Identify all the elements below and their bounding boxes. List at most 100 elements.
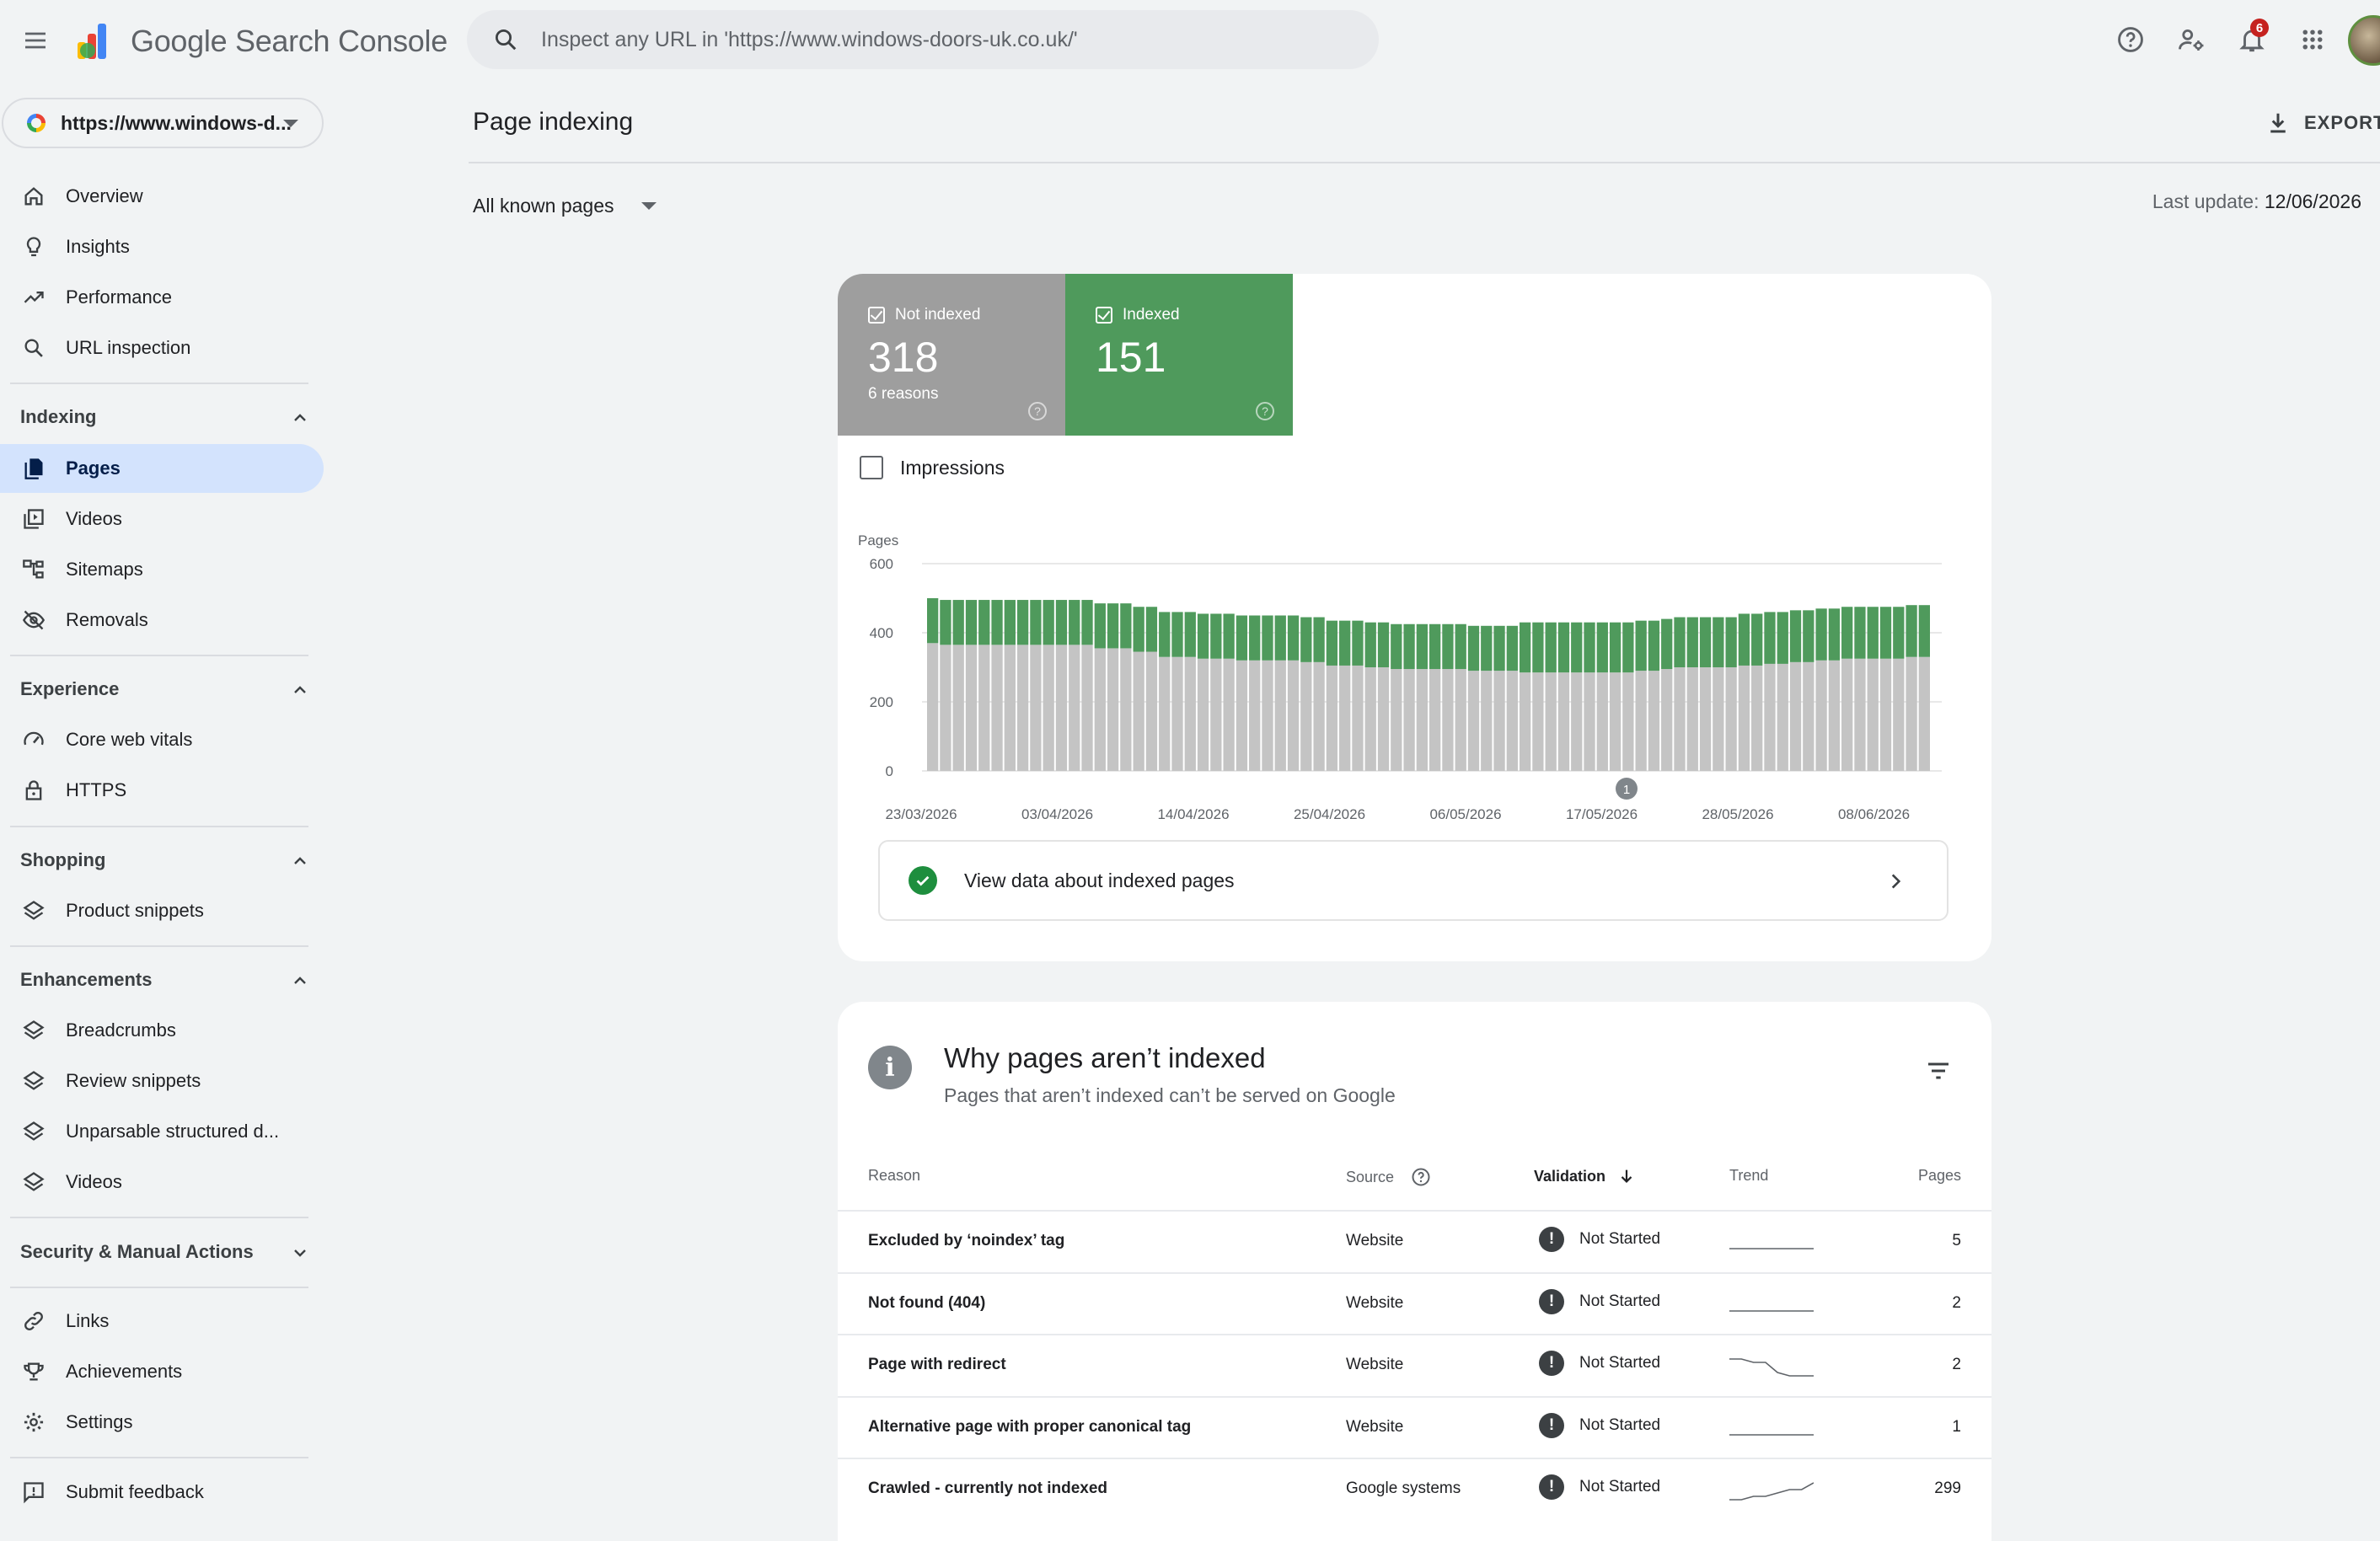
bar-indexed[interactable] — [1481, 625, 1493, 672]
bar-indexed[interactable] — [1069, 600, 1080, 645]
bar-not-indexed[interactable] — [1519, 672, 1531, 771]
bar-not-indexed[interactable] — [1223, 658, 1235, 771]
bar-indexed[interactable] — [1789, 610, 1802, 662]
bar-not-indexed[interactable] — [1145, 651, 1158, 771]
bar-not-indexed[interactable] — [1030, 645, 1042, 771]
bar-not-indexed[interactable] — [1545, 672, 1557, 771]
bar-indexed[interactable] — [1326, 620, 1338, 666]
bar-indexed[interactable] — [1055, 600, 1068, 645]
bar-indexed[interactable] — [1893, 607, 1905, 659]
bar-not-indexed[interactable] — [1906, 656, 1917, 771]
bar-indexed[interactable] — [1403, 623, 1415, 670]
nav-submit-feedback[interactable]: Submit feedback — [0, 1468, 324, 1517]
not-indexed-tile[interactable]: Not indexed 318 6 reasons ? — [838, 274, 1065, 436]
nav-achievements[interactable]: Achievements — [0, 1347, 324, 1396]
help-icon[interactable] — [1411, 1167, 1431, 1187]
section-shopping[interactable]: Shopping — [0, 839, 324, 881]
bar-not-indexed[interactable] — [1313, 661, 1325, 771]
bar-indexed[interactable] — [1120, 603, 1132, 649]
help-icon[interactable]: ? — [1256, 402, 1274, 420]
bar-not-indexed[interactable] — [1481, 671, 1493, 771]
view-indexed-pages-link[interactable]: View data about indexed pages — [878, 840, 1948, 921]
bar-not-indexed[interactable] — [1403, 669, 1415, 771]
impressions-toggle[interactable]: Impressions — [860, 456, 1005, 479]
column-header-pages[interactable]: Pages — [1918, 1167, 1961, 1185]
help-icon[interactable]: ? — [1028, 402, 1047, 420]
nav-videos-enhancement[interactable]: Videos — [0, 1158, 324, 1207]
bar-not-indexed[interactable] — [1854, 658, 1866, 771]
bar-not-indexed[interactable] — [1713, 667, 1724, 771]
nav-settings[interactable]: Settings — [0, 1398, 324, 1447]
bar-not-indexed[interactable] — [1674, 667, 1686, 771]
bar-indexed[interactable] — [1622, 622, 1634, 673]
bar-indexed[interactable] — [1867, 607, 1879, 659]
bar-not-indexed[interactable] — [1081, 645, 1093, 771]
bar-not-indexed[interactable] — [1171, 656, 1183, 771]
bar-indexed[interactable] — [978, 600, 990, 645]
table-row[interactable]: Page with redirect Website! Not Started 2 — [838, 1334, 1991, 1396]
bar-indexed[interactable] — [1596, 622, 1608, 673]
bar-not-indexed[interactable] — [1094, 648, 1106, 771]
bar-indexed[interactable] — [1803, 610, 1814, 662]
nav-performance[interactable]: Performance — [0, 273, 324, 322]
bar-indexed[interactable] — [1751, 613, 1763, 666]
bar-indexed[interactable] — [1313, 617, 1325, 662]
bar-indexed[interactable] — [1738, 613, 1750, 666]
bar-indexed[interactable] — [1377, 622, 1390, 667]
bar-not-indexed[interactable] — [1596, 672, 1608, 771]
bar-not-indexed[interactable] — [1879, 658, 1892, 771]
bar-indexed[interactable] — [1197, 613, 1209, 659]
bar-not-indexed[interactable] — [1622, 672, 1634, 771]
bar-not-indexed[interactable] — [927, 643, 939, 771]
bar-indexed[interactable] — [1661, 618, 1673, 670]
account-avatar[interactable] — [2348, 15, 2380, 66]
bar-indexed[interactable] — [1725, 617, 1737, 667]
section-indexing[interactable]: Indexing — [0, 396, 324, 438]
nav-videos[interactable]: Videos — [0, 495, 324, 543]
bar-indexed[interactable] — [1545, 622, 1557, 673]
section-security-manual-actions[interactable]: Security & Manual Actions — [0, 1231, 324, 1273]
nav-overview[interactable]: Overview — [0, 172, 324, 221]
bar-indexed[interactable] — [1571, 622, 1583, 673]
bar-not-indexed[interactable] — [1249, 660, 1261, 771]
bar-not-indexed[interactable] — [1506, 671, 1518, 771]
bar-indexed[interactable] — [1906, 605, 1917, 657]
nav-sitemaps[interactable]: Sitemaps — [0, 545, 324, 594]
bar-indexed[interactable] — [1674, 617, 1686, 667]
bar-not-indexed[interactable] — [1648, 671, 1660, 771]
nav-product-snippets[interactable]: Product snippets — [0, 886, 324, 935]
export-button[interactable]: EXPORT — [2265, 104, 2380, 142]
bar-indexed[interactable] — [1764, 612, 1776, 664]
pages-filter-dropdown[interactable]: All known pages — [473, 189, 657, 222]
bar-not-indexed[interactable] — [1429, 669, 1441, 771]
bar-indexed[interactable] — [1686, 617, 1698, 667]
indexed-tile[interactable]: Indexed 151 ? — [1065, 274, 1293, 436]
bar-not-indexed[interactable] — [1352, 665, 1364, 771]
nav-core-web-vitals[interactable]: Core web vitals — [0, 715, 324, 764]
nav-insights[interactable]: Insights — [0, 222, 324, 271]
property-selector[interactable]: https://www.windows-d... — [2, 98, 324, 148]
bar-not-indexed[interactable] — [1016, 645, 1029, 771]
bar-indexed[interactable] — [991, 600, 1003, 645]
bar-indexed[interactable] — [1609, 622, 1622, 673]
bar-indexed[interactable] — [1879, 607, 1892, 659]
nav-pages[interactable]: Pages — [0, 444, 324, 493]
bar-indexed[interactable] — [1777, 612, 1788, 664]
bar-not-indexed[interactable] — [1455, 669, 1466, 771]
column-header-validation[interactable]: Validation — [1534, 1167, 1636, 1185]
nav-url-inspection[interactable]: URL inspection — [0, 324, 324, 372]
nav-review-snippets[interactable]: Review snippets — [0, 1057, 324, 1105]
bar-indexed[interactable] — [1455, 623, 1466, 670]
bar-not-indexed[interactable] — [1661, 669, 1673, 771]
bar-indexed[interactable] — [1648, 620, 1660, 672]
bar-not-indexed[interactable] — [1738, 665, 1750, 771]
bar-not-indexed[interactable] — [1828, 660, 1841, 771]
bar-indexed[interactable] — [940, 600, 951, 645]
bar-indexed[interactable] — [1815, 608, 1827, 661]
bar-not-indexed[interactable] — [1815, 660, 1827, 771]
bar-indexed[interactable] — [1223, 613, 1235, 659]
bar-not-indexed[interactable] — [1326, 665, 1338, 771]
bar-indexed[interactable] — [1043, 600, 1054, 645]
column-header-trend[interactable]: Trend — [1729, 1167, 1768, 1185]
bar-indexed[interactable] — [1081, 600, 1093, 645]
